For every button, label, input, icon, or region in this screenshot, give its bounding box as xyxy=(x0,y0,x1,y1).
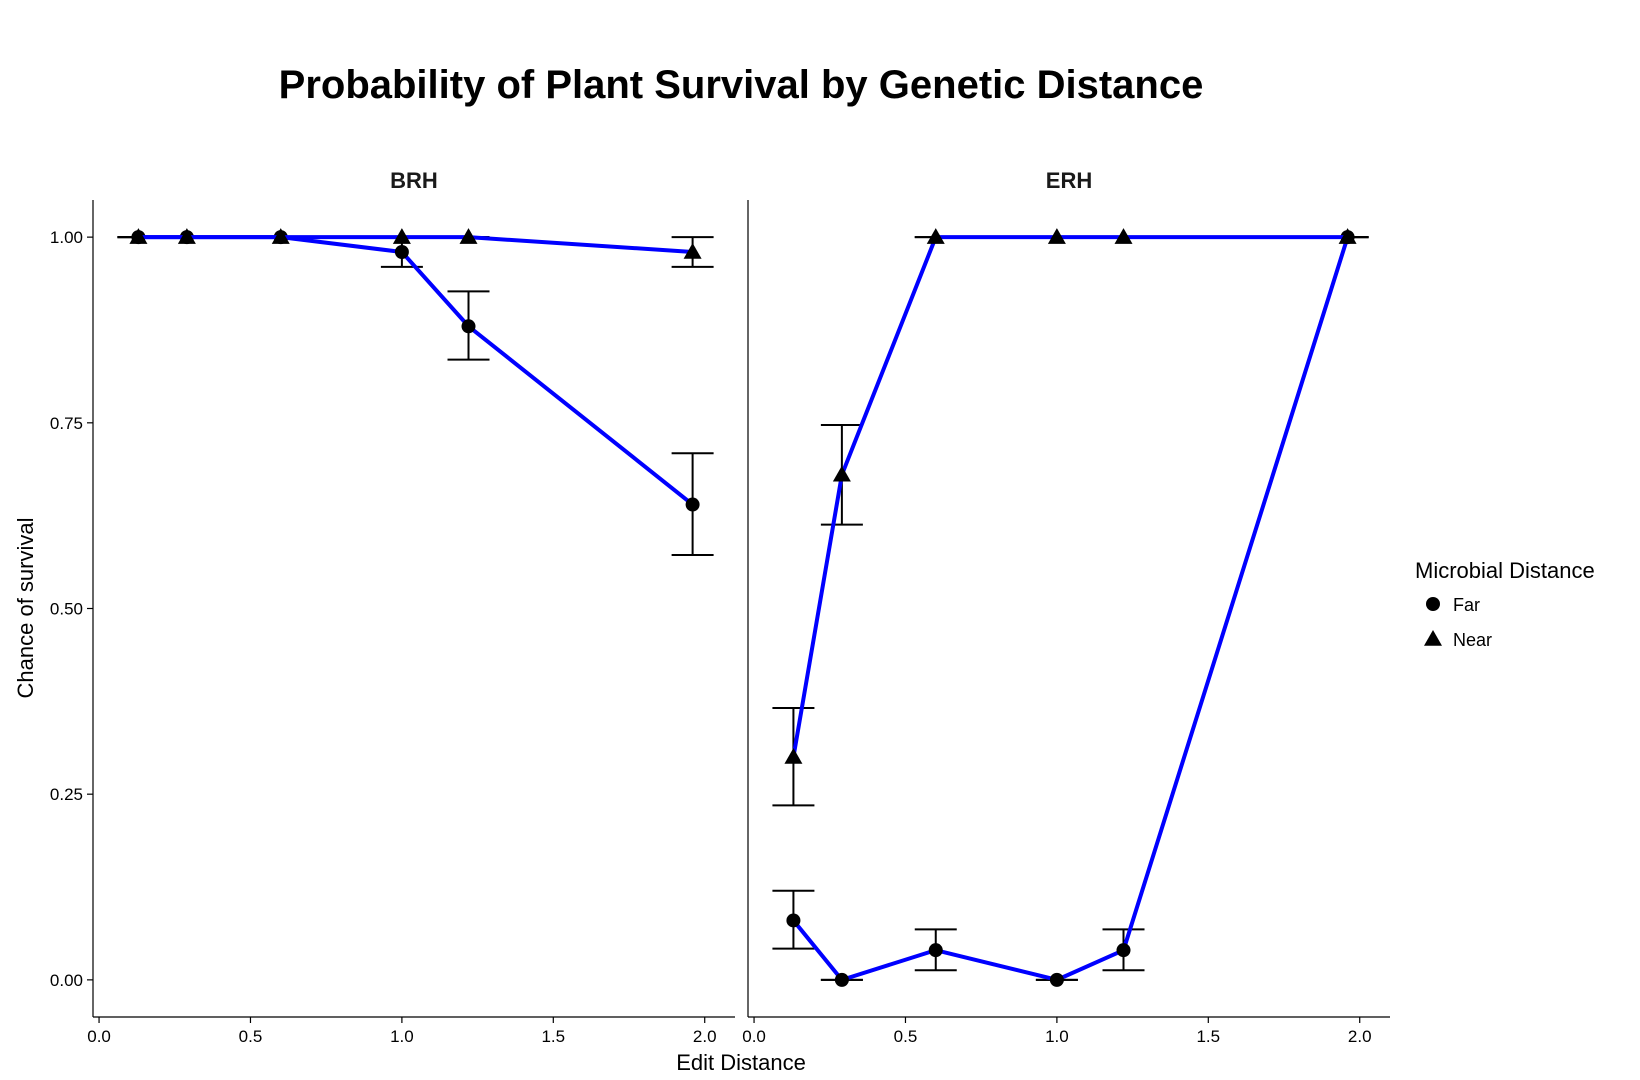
chart-panels: BRH 0.0 0.5 1.0 1.5 2.0 0.00 0.25 0.50 0.75 1.00 ER… xyxy=(50,168,1390,1046)
panel-title-brh: BRH xyxy=(390,168,438,193)
series-line xyxy=(138,235,694,507)
data-point-near xyxy=(926,228,945,244)
data-point-far xyxy=(1049,972,1064,987)
series-erh-far xyxy=(772,230,1369,987)
series-brh-far xyxy=(117,230,714,557)
series-erh-near xyxy=(772,228,1369,807)
data-point-far xyxy=(685,497,700,512)
x-tick-label-erh: 2.0 xyxy=(1348,1027,1372,1046)
chart-title: Probability of Plant Survival by Genetic… xyxy=(279,63,1204,107)
data-point-far xyxy=(461,319,476,334)
data-point-near xyxy=(1047,228,1066,244)
legend-title: Microbial Distance xyxy=(1415,558,1595,583)
y-tick-label: 0.50 xyxy=(50,600,83,619)
legend-items: Far Near xyxy=(1424,595,1492,650)
series-line xyxy=(791,235,1348,758)
data-point-near xyxy=(683,242,702,259)
y-axis-label: Chance of survival xyxy=(13,518,38,699)
x-tick-label-brh: 1.0 xyxy=(390,1027,414,1046)
legend-label: Far xyxy=(1453,595,1480,615)
y-tick-label: 0.75 xyxy=(50,414,83,433)
y-tick-label: 1.00 xyxy=(50,228,83,247)
x-tick-label-erh: 1.0 xyxy=(1045,1027,1069,1046)
legend-entry-far: Far xyxy=(1426,595,1480,615)
series-line xyxy=(791,236,1350,982)
data-point-near xyxy=(271,228,290,244)
data-point-far xyxy=(928,943,943,958)
x-tick-label-brh: 2.0 xyxy=(693,1027,717,1046)
legend: Microbial Distance Far Near xyxy=(1415,558,1595,650)
legend-entry-near: Near xyxy=(1424,630,1492,650)
x-axis-label: Edit Distance xyxy=(676,1050,806,1075)
data-point-far xyxy=(1116,943,1131,958)
y-tick-label: 0.25 xyxy=(50,785,83,804)
data-point-far xyxy=(786,913,801,928)
data-point-near xyxy=(784,748,803,764)
x-tick-label-erh: 0.5 xyxy=(894,1027,918,1046)
data-point-far xyxy=(834,972,849,987)
data-point-near xyxy=(832,465,851,482)
x-tick-label-erh: 0.0 xyxy=(742,1027,766,1046)
x-tick-label-erh: 1.5 xyxy=(1196,1027,1220,1046)
data-point-near xyxy=(1338,228,1357,244)
data-point-near xyxy=(177,228,196,244)
legend-key-triangle xyxy=(1424,630,1442,646)
x-tick-label-brh: 0.0 xyxy=(87,1027,111,1046)
data-point-near xyxy=(392,228,411,244)
y-tick-label: 0.00 xyxy=(50,971,83,990)
panel-brh: BRH 0.0 0.5 1.0 1.5 2.0 0.00 0.25 0.50 0.75 1.00 xyxy=(50,168,735,1046)
panel-title-erh: ERH xyxy=(1046,168,1092,193)
data-point-near xyxy=(1114,228,1133,244)
data-point-near xyxy=(459,228,478,244)
series-brh-near xyxy=(117,228,714,268)
data-point-near xyxy=(129,228,148,244)
x-tick-label-brh: 1.5 xyxy=(541,1027,565,1046)
legend-key-circle xyxy=(1426,597,1440,611)
panel-erh: ERH 0.0 0.5 1.0 1.5 2.0 xyxy=(742,168,1390,1046)
x-tick-label-brh: 0.5 xyxy=(239,1027,263,1046)
series-line xyxy=(138,235,693,254)
legend-label: Near xyxy=(1453,630,1492,650)
data-point-far xyxy=(394,244,409,259)
